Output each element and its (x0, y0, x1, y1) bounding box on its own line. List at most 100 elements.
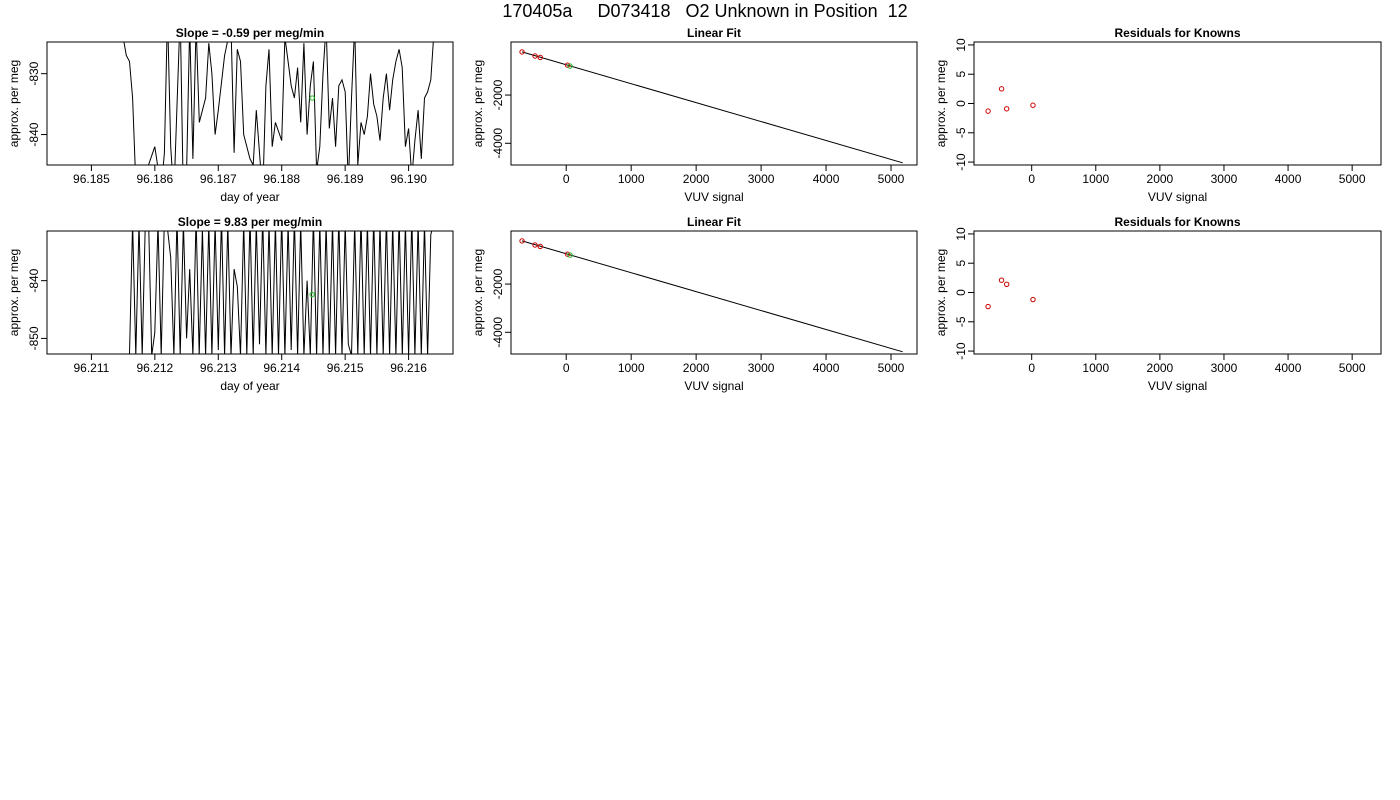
x-tick-label: 1000 (1082, 172, 1109, 186)
x-tick-label: 96.185 (73, 172, 110, 186)
panel-5: Linear Fit 0 1000 2000 3000 4000 5000 -4000 -200… (471, 215, 918, 393)
x-tick-label: 5000 (1339, 172, 1366, 186)
y-tick-label: -4000 (491, 128, 505, 159)
plot-frame (973, 41, 1382, 166)
x-tick-label: 96.211 (74, 361, 110, 375)
data-region (47, 231, 433, 354)
known-point (998, 86, 1005, 92)
known-point (519, 238, 525, 244)
y-axis-label: approx. per meg (471, 249, 485, 336)
unknown-point (567, 63, 573, 69)
data-region (985, 86, 1036, 114)
chart-title: Residuals for Knowns (1114, 215, 1240, 229)
x-axis-label: VUV signal (684, 190, 743, 204)
y-tick-label: -2000 (491, 268, 505, 299)
panel-4: Slope = 9.83 per meg/min 96.211 96.212 96.2… (7, 215, 454, 393)
chart-title: Linear Fit (687, 215, 741, 229)
y-axis-label: approx. per meg (934, 60, 948, 147)
x-tick-label: 96.189 (327, 172, 364, 186)
y-tick-label: -10 (954, 153, 968, 171)
fit-line (521, 240, 903, 353)
x-tick-label: 96.216 (390, 361, 427, 375)
x-tick-label: 96.212 (136, 361, 173, 375)
plot-frame (973, 230, 1382, 355)
data-region (985, 277, 1036, 310)
x-tick-label: 96.213 (200, 361, 237, 375)
x-tick-label: 1000 (618, 361, 645, 375)
y-tick-label: 0 (954, 289, 968, 296)
y-tick-label: 0 (954, 100, 968, 107)
x-tick-label: 96.215 (327, 361, 364, 375)
x-tick-label: 5000 (1339, 361, 1366, 375)
known-point (985, 303, 991, 310)
x-tick-label: 0 (1028, 172, 1035, 186)
plot-frame (510, 230, 918, 355)
x-tick-label: 0 (563, 361, 570, 375)
known-point (1003, 281, 1010, 287)
y-axis-label: approx. per meg (934, 249, 948, 336)
unknown-point (567, 252, 573, 258)
x-tick-label: 0 (1028, 361, 1035, 375)
y-tick-label: 5 (954, 260, 968, 267)
known-point (532, 242, 538, 248)
x-axis-label: day of year (220, 379, 279, 393)
x-tick-label: 2000 (1147, 361, 1174, 375)
plot-frame (510, 41, 918, 166)
y-axis-label: approx. per meg (7, 60, 21, 147)
y-tick-label: -840 (27, 268, 41, 292)
y-tick-label: -850 (27, 326, 41, 350)
series-line (47, 231, 433, 354)
x-tick-label: 4000 (813, 361, 840, 375)
unknown-point (309, 291, 315, 298)
known-point (532, 53, 538, 59)
y-axis-label: approx. per meg (7, 249, 21, 336)
y-tick-label: 10 (954, 38, 968, 52)
panel-2: Linear Fit 0 1000 2000 3000 4000 5000 -4000 -200… (471, 26, 918, 204)
x-tick-label: 96.186 (136, 172, 173, 186)
y-tick-label: -10 (954, 342, 968, 360)
known-point (564, 62, 571, 68)
page-title: 170405a D073418 O2 Unknown in Position 1… (502, 1, 908, 21)
known-point (564, 251, 571, 257)
chart-title: Residuals for Knowns (1114, 26, 1240, 40)
y-tick-label: -840 (27, 122, 41, 146)
x-tick-label: 4000 (1275, 172, 1302, 186)
x-tick-label: 96.188 (263, 172, 300, 186)
x-tick-label: 3000 (1211, 361, 1238, 375)
y-tick-label: -830 (27, 61, 41, 85)
y-tick-label: -5 (954, 127, 968, 138)
known-point (537, 54, 543, 61)
y-axis-label: approx. per meg (471, 60, 485, 147)
y-tick-label: -5 (954, 316, 968, 327)
x-tick-label: 3000 (748, 361, 775, 375)
y-tick-label: 10 (954, 227, 968, 241)
plot-frame (46, 41, 454, 166)
unknown-point (309, 95, 315, 101)
known-point (1030, 102, 1036, 108)
y-tick-label: -2000 (491, 79, 505, 110)
panel-6: Residuals for Knowns 0 1000 2000 3000 4000 500… (934, 215, 1382, 393)
x-tick-label: 5000 (878, 172, 905, 186)
known-point (1030, 296, 1036, 303)
x-tick-label: 0 (563, 172, 570, 186)
x-tick-label: 5000 (878, 361, 905, 375)
y-tick-label: 5 (954, 71, 968, 78)
x-tick-label: 4000 (1275, 361, 1302, 375)
known-point (519, 49, 525, 55)
x-tick-label: 96.190 (390, 172, 427, 186)
known-point (998, 277, 1005, 283)
data-region (519, 49, 903, 164)
panel-1: Slope = -0.59 per meg/min 96.185 96.186 96.… (7, 26, 454, 204)
panel-3: Residuals for Knowns 0 1000 2000 3000 4000 500… (934, 26, 1382, 204)
chart-title: Slope = -0.59 per meg/min (176, 26, 324, 40)
y-tick-label: -4000 (491, 317, 505, 348)
x-tick-label: 3000 (748, 172, 775, 186)
x-axis-label: VUV signal (1148, 190, 1207, 204)
x-tick-label: 96.214 (263, 361, 300, 375)
x-tick-label: 2000 (683, 172, 710, 186)
x-axis-label: VUV signal (684, 379, 743, 393)
x-tick-label: 2000 (683, 361, 710, 375)
x-tick-label: 1000 (618, 172, 645, 186)
x-tick-label: 3000 (1211, 172, 1238, 186)
